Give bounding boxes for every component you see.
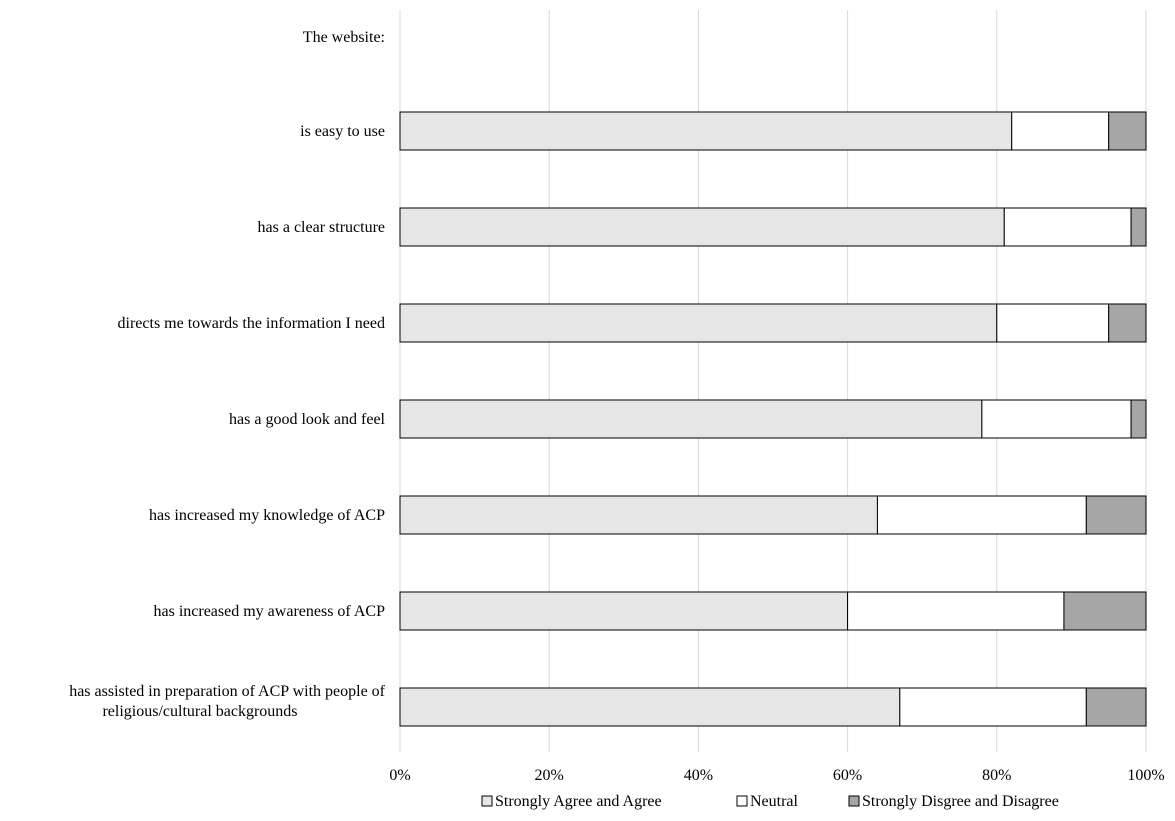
category-label: has increased my awareness of ACP: [154, 603, 386, 620]
category-label: directs me towards the information I nee…: [118, 315, 385, 332]
category-label: has a clear structure: [258, 219, 385, 236]
legend-label: Strongly Agree and Agree: [495, 793, 662, 810]
x-tick-label: 60%: [833, 767, 862, 784]
x-tick-label: 100%: [1127, 767, 1164, 784]
category-label: has a good look and feel: [229, 411, 386, 428]
x-tick-label: 80%: [982, 767, 1011, 784]
category-label: has assisted in preparation of ACP with …: [69, 683, 385, 700]
bar-segment-disagree: [1063, 591, 1147, 631]
bar-segment-agree: [399, 207, 1005, 247]
bar-segment-neutral: [1003, 207, 1132, 247]
bar-segment-disagree: [1130, 207, 1147, 247]
bar-segment-agree: [399, 111, 1013, 151]
legend-label: Strongly Disgree and Disagree: [862, 793, 1059, 810]
bar-segment-agree: [399, 399, 983, 439]
bar-segment-neutral: [1011, 111, 1110, 151]
bar-segment-disagree: [1108, 303, 1147, 343]
bar-segment-disagree: [1085, 687, 1147, 727]
x-tick-label: 40%: [684, 767, 713, 784]
bar-segment-agree: [399, 687, 901, 727]
bar-segment-disagree: [1130, 399, 1147, 439]
category-label: religious/cultural backgrounds: [102, 703, 297, 720]
legend-label: Neutral: [750, 793, 799, 810]
legend-swatch: [481, 795, 493, 807]
bar-segment-agree: [399, 303, 998, 343]
bar-segment-agree: [399, 591, 849, 631]
category-label: is easy to use: [300, 123, 385, 140]
bar-segment-neutral: [847, 591, 1065, 631]
bar-segment-neutral: [876, 495, 1087, 535]
bar-segment-neutral: [996, 303, 1110, 343]
bar-segment-neutral: [899, 687, 1087, 727]
header-label: The website:: [303, 29, 385, 46]
x-tick-label: 0%: [389, 767, 410, 784]
bar-segment-neutral: [981, 399, 1132, 439]
bar-segment-disagree: [1108, 111, 1147, 151]
legend-swatch: [848, 795, 860, 807]
bar-segment-agree: [399, 495, 878, 535]
bar-segment-disagree: [1085, 495, 1147, 535]
category-label: has increased my knowledge of ACP: [149, 507, 385, 524]
legend-swatch: [736, 795, 748, 807]
x-tick-label: 20%: [535, 767, 564, 784]
